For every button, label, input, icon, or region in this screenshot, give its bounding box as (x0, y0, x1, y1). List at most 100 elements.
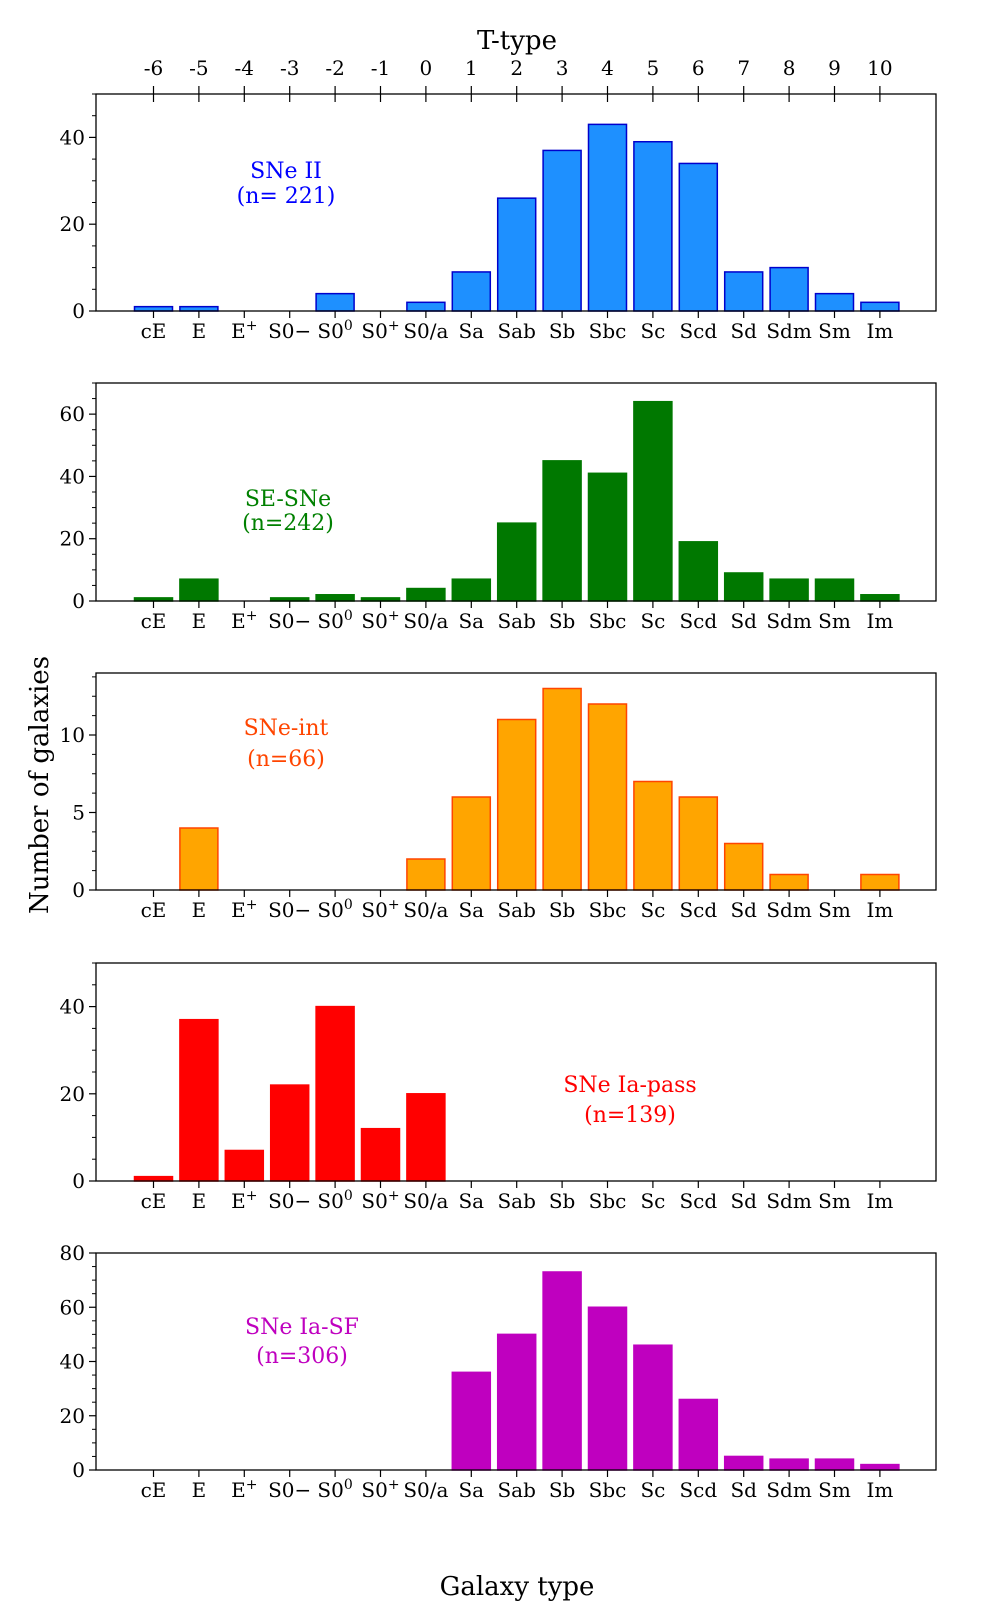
x-tick-label: S0− (268, 898, 311, 922)
top-tick-label: -5 (189, 56, 208, 80)
x-tick-label: Sc (640, 1478, 665, 1502)
bar-1-16 (860, 301, 900, 312)
bar-3-16 (860, 873, 900, 891)
x-tick-label: cE (141, 898, 167, 922)
x-tick-label: E (192, 319, 207, 343)
y-tick-label: 60 (60, 1295, 85, 1319)
x-tick-label: Im (866, 898, 893, 922)
x-tick-label: E (192, 898, 207, 922)
x-tick-label: cE (141, 1189, 167, 1213)
top-tick-label: -6 (144, 56, 163, 80)
x-tick-label: Sbc (589, 1478, 627, 1502)
x-tick-label: cE (141, 609, 167, 633)
top-tick-label: 4 (601, 56, 614, 80)
x-tick-label: Sdm (766, 1478, 812, 1502)
x-tick-label: Scd (679, 609, 717, 633)
bar-4-3 (269, 1084, 310, 1182)
top-tick-label: -4 (235, 56, 254, 80)
series-count: (n= 221) (237, 184, 336, 209)
x-tick-label: Sd (730, 319, 757, 343)
bar-2-13 (723, 572, 764, 602)
top-tick-label: 7 (737, 56, 750, 80)
series-label: SE-SNe (245, 487, 331, 512)
bar-5-11 (633, 1344, 673, 1471)
x-tick-label: Sm (818, 319, 851, 343)
x-tick-label: Sb (549, 1478, 576, 1502)
x-tick-label: S0/a (403, 898, 448, 922)
bar-5-16 (860, 1463, 900, 1471)
y-tick-label: 20 (60, 212, 85, 236)
bottom-axis-label: Galaxy type (440, 1572, 595, 1602)
x-tick-label: Sm (818, 898, 851, 922)
top-tick-label: 2 (510, 56, 523, 80)
bar-2-10 (587, 472, 628, 602)
top-tick-label: -2 (325, 56, 344, 80)
top-tick-label: 3 (556, 56, 569, 80)
y-axis-label: Number of galaxies (25, 656, 55, 914)
bar-3-9 (542, 687, 582, 891)
x-tick-label: Sd (730, 898, 757, 922)
bar-4-4 (315, 1005, 355, 1182)
bar-5-7 (451, 1371, 492, 1471)
x-tick-label: cE (141, 1478, 167, 1502)
x-tick-label: Sm (818, 1189, 851, 1213)
series-count: (n=139) (584, 1103, 676, 1128)
y-tick-label: 5 (72, 801, 85, 825)
y-tick-label: 40 (60, 464, 85, 488)
x-tick-label: cE (141, 319, 167, 343)
x-tick-label: S0− (268, 609, 311, 633)
top-tick-label: -3 (280, 56, 299, 80)
x-tick-label: Sd (730, 1189, 757, 1213)
top-tick-label: 6 (692, 56, 705, 80)
bar-2-9 (542, 460, 582, 602)
bar-2-6 (406, 587, 446, 602)
top-tick-label: 1 (465, 56, 478, 80)
x-tick-label: S00 (317, 318, 352, 343)
x-tick-label: S0/a (403, 319, 448, 343)
bar-4-0 (133, 1175, 174, 1182)
bar-3-10 (587, 703, 628, 891)
x-tick-label: Sab (497, 609, 535, 633)
x-tick-label: S00 (317, 608, 352, 633)
bar-2-8 (496, 522, 537, 602)
x-tick-label: Sc (640, 1189, 665, 1213)
y-tick-label: 10 (60, 723, 85, 747)
y-tick-label: 0 (72, 299, 85, 323)
series-label: SNe II (250, 159, 322, 184)
x-tick-label: S0/a (403, 1189, 448, 1213)
x-tick-label: Im (866, 1478, 893, 1502)
top-tick-label: 8 (783, 56, 796, 80)
x-tick-label: Sa (458, 1189, 484, 1213)
y-tick-label: 20 (60, 527, 85, 551)
series-count: (n=242) (242, 511, 334, 536)
bar-2-12 (678, 541, 719, 602)
series-label: SNe-int (244, 716, 329, 741)
bar-3-11 (633, 780, 673, 891)
x-tick-label: E+ (231, 897, 257, 922)
x-tick-label: S0+ (361, 897, 399, 922)
plot-frame (95, 672, 937, 891)
y-tick-label: 0 (72, 589, 85, 613)
chart-panel-3: 0 5 10 cE E E+ S0− S00 S0+ S0/a Sa Sab Sb Sbc Sc Scd Sd S… (60, 672, 937, 922)
bar-5-14 (769, 1458, 809, 1471)
top-tick-label: 5 (647, 56, 660, 80)
bar-1-9 (542, 149, 582, 312)
x-tick-label: Sdm (766, 609, 812, 633)
bar-3-7 (451, 796, 492, 891)
series-count: (n=66) (247, 747, 325, 772)
bar-4-2 (224, 1149, 265, 1182)
x-tick-label: Scd (679, 898, 717, 922)
x-tick-label: Sab (497, 319, 535, 343)
x-tick-label: E+ (231, 1188, 257, 1213)
x-tick-label: Sm (818, 609, 851, 633)
bar-2-11 (633, 400, 673, 602)
chart-panel-4: 0 20 40 cE E E+ S0− S00 S0+ S0/a Sa Sab Sb Sbc Sc Scd Sd… (60, 962, 937, 1213)
x-tick-label: Sc (640, 898, 665, 922)
bar-2-16 (860, 594, 900, 602)
bar-4-6 (406, 1093, 446, 1182)
x-tick-label: Sa (458, 319, 484, 343)
x-tick-label: S0+ (361, 1188, 399, 1213)
x-tick-label: S00 (317, 1477, 352, 1502)
x-tick-label: Sa (458, 1478, 484, 1502)
